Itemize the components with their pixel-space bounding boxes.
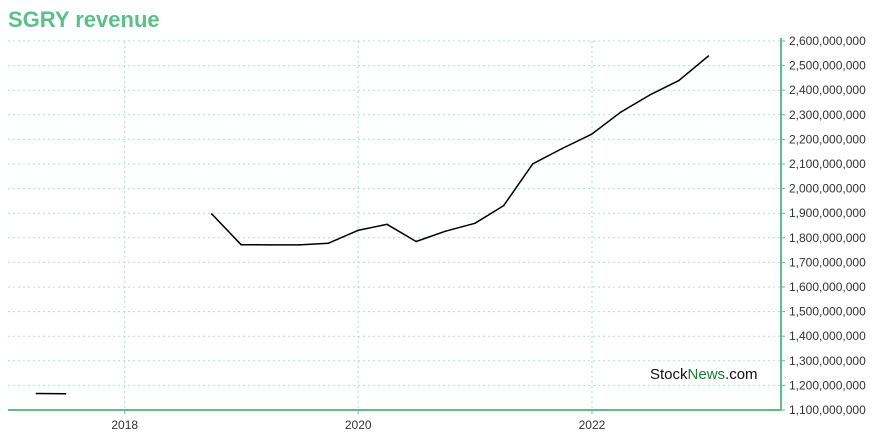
y-tick-label: 1,300,000,000 bbox=[789, 354, 866, 368]
y-tick-label: 1,100,000,000 bbox=[789, 403, 866, 417]
y-tick-label: 2,100,000,000 bbox=[789, 157, 866, 171]
data-point bbox=[590, 133, 593, 136]
data-point bbox=[415, 240, 417, 243]
data-point bbox=[386, 223, 388, 226]
grid-lines bbox=[8, 40, 781, 411]
data-point bbox=[240, 243, 242, 246]
x-tick-label: 2018 bbox=[111, 418, 138, 432]
data-point bbox=[707, 55, 710, 57]
stocknews-watermark: StockNews.com bbox=[650, 366, 758, 383]
watermark-stock: Stock bbox=[650, 366, 688, 383]
data-point bbox=[327, 242, 330, 245]
y-tick-label: 1,400,000,000 bbox=[789, 329, 866, 343]
data-point bbox=[619, 111, 622, 114]
data-point bbox=[64, 392, 67, 395]
y-tick-label: 1,900,000,000 bbox=[789, 206, 866, 220]
y-tick-label: 1,800,000,000 bbox=[789, 231, 866, 245]
axes bbox=[8, 38, 785, 414]
watermark-news: News bbox=[688, 366, 726, 383]
tick-labels: 1,100,000,000 1,200,000,000 1,300,000,000 1… bbox=[111, 34, 866, 432]
data-point bbox=[269, 244, 271, 246]
data-point bbox=[474, 222, 476, 225]
watermark-dotcom: .com bbox=[725, 366, 758, 383]
chart-title: SGRY revenue bbox=[8, 7, 160, 32]
y-tick-label: 2,400,000,000 bbox=[789, 83, 866, 97]
y-tick-label: 2,200,000,000 bbox=[789, 132, 866, 146]
data-point bbox=[298, 244, 300, 246]
data-point bbox=[532, 162, 534, 165]
data-point bbox=[357, 229, 359, 232]
x-tick-label: 2020 bbox=[345, 418, 372, 432]
data-point bbox=[678, 79, 680, 82]
y-tick-label: 2,300,000,000 bbox=[789, 108, 866, 122]
data-point bbox=[444, 230, 447, 232]
revenue-line-segment bbox=[211, 55, 709, 246]
data-point bbox=[648, 94, 651, 96]
x-tick-label: 2022 bbox=[579, 418, 606, 432]
y-tick-label: 2,000,000,000 bbox=[789, 182, 866, 196]
y-tick-label: 1,600,000,000 bbox=[789, 280, 866, 294]
y-tick-label: 2,500,000,000 bbox=[789, 59, 866, 73]
series-lines bbox=[35, 55, 710, 395]
data-point bbox=[35, 392, 38, 395]
y-tick-label: 2,600,000,000 bbox=[789, 34, 866, 48]
data-point bbox=[561, 147, 564, 150]
data-point bbox=[210, 213, 213, 215]
y-tick-label: 1,700,000,000 bbox=[789, 255, 866, 269]
data-point bbox=[502, 204, 505, 207]
y-tick-label: 1,500,000,000 bbox=[789, 305, 866, 319]
y-tick-label: 1,200,000,000 bbox=[789, 378, 866, 392]
